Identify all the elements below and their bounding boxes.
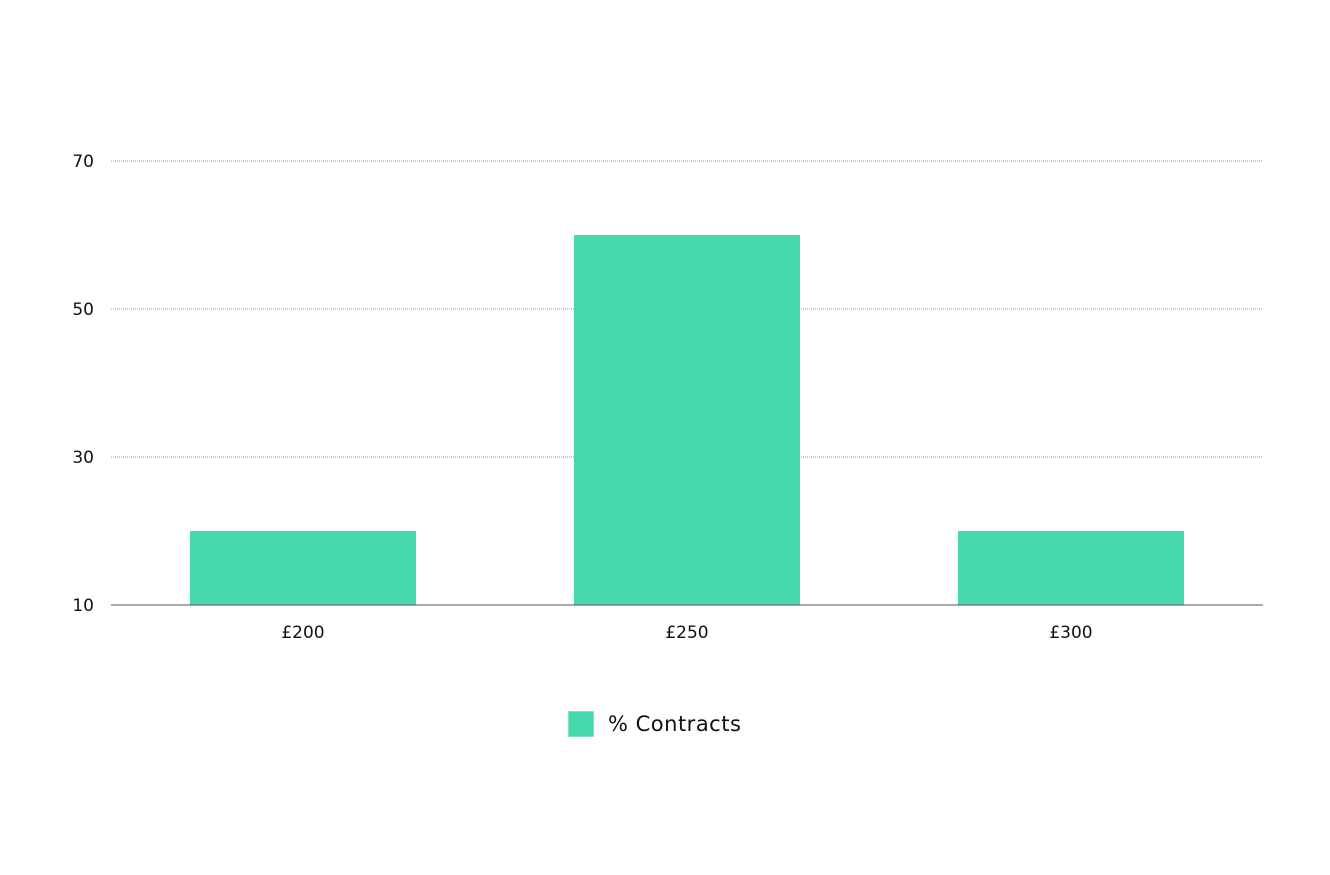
legend-swatch-contracts (568, 711, 594, 737)
y-tick-label: 70 (72, 152, 94, 172)
bars (190, 235, 1184, 605)
y-tick-label: 10 (72, 596, 94, 616)
x-tick-label: £300 (1049, 623, 1092, 643)
y-tick-label: 30 (72, 448, 94, 468)
legend: % Contracts (568, 711, 741, 737)
bar-300 (958, 531, 1184, 605)
bar-250 (574, 235, 800, 605)
legend-label-contracts: % Contracts (608, 712, 742, 736)
x-tick-label: £250 (665, 623, 708, 643)
bar-200 (190, 531, 416, 605)
x-tick-label: £200 (281, 623, 324, 643)
y-axis-ticks: 70 50 30 10 (72, 152, 94, 616)
x-axis-ticks: £200 £250 £300 (281, 623, 1092, 643)
y-tick-label: 50 (72, 300, 94, 320)
